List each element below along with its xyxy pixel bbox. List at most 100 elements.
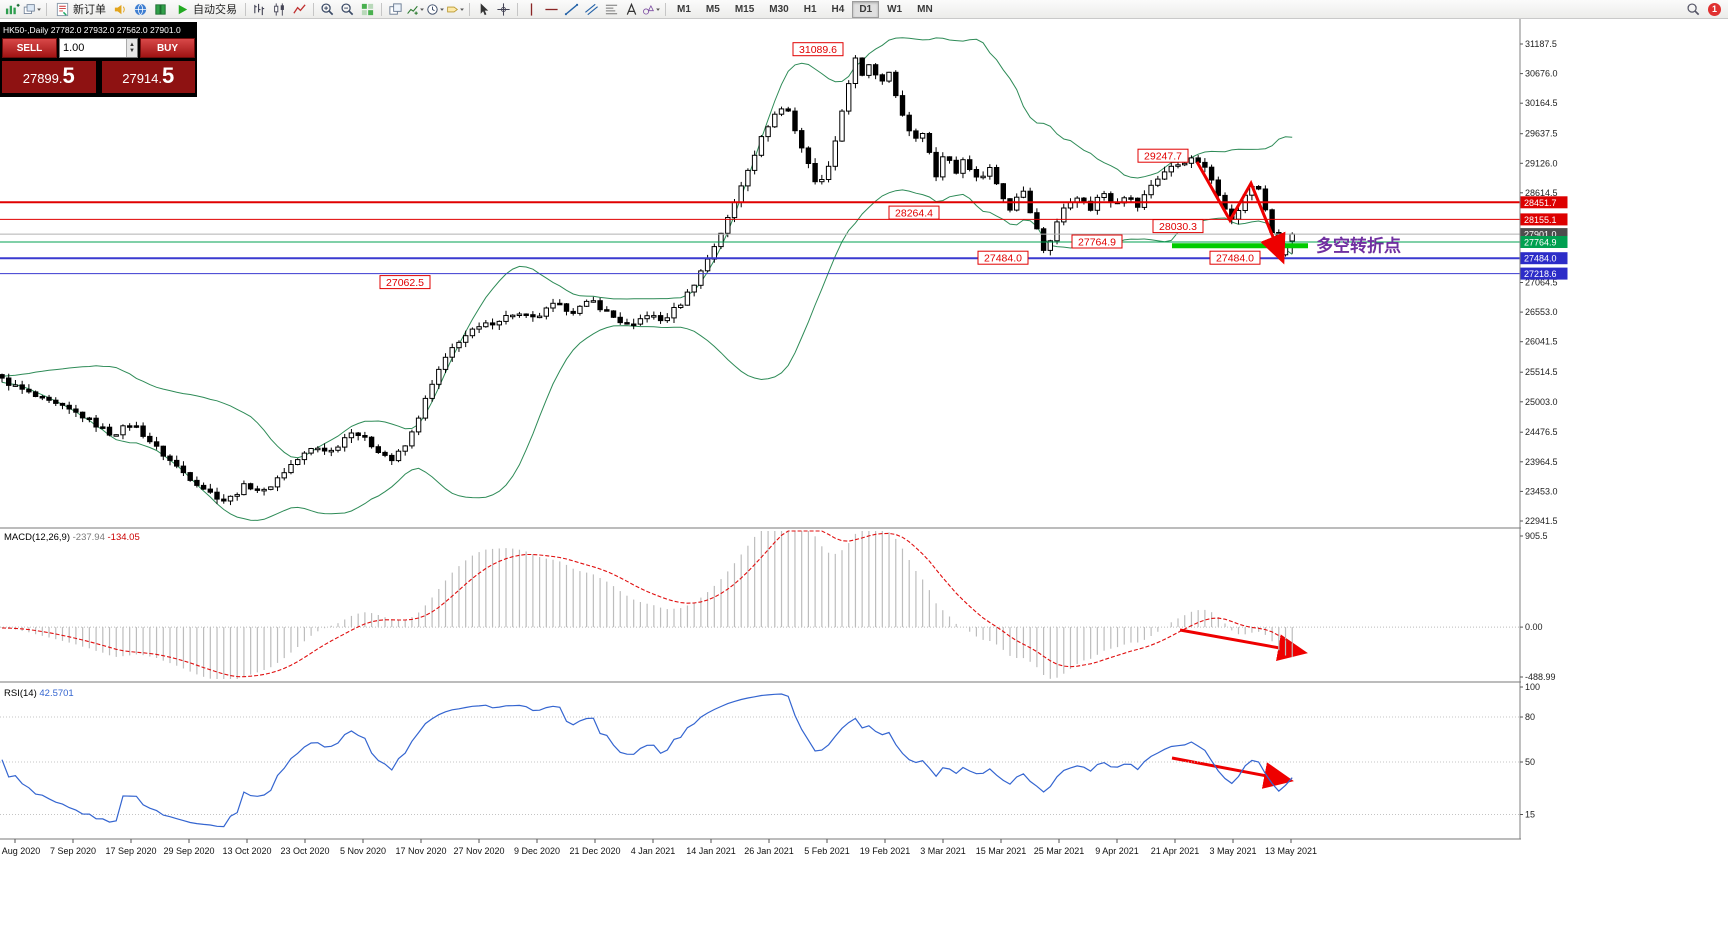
timeframe-d1[interactable]: D1: [852, 0, 880, 18]
notification-badge[interactable]: 1: [1708, 2, 1721, 16]
date-label: 26 Jan 2021: [744, 846, 794, 856]
volume-up-icon[interactable]: ▲: [128, 42, 135, 48]
trend-glyph: [564, 3, 579, 15]
timeframe-w1[interactable]: W1: [887, 3, 903, 15]
time-axis[interactable]: 25 Aug 2020 7 Sep 2020 17 Sep 2020 29 Sep 2…: [0, 839, 1317, 856]
arrows-icon[interactable]: [642, 1, 661, 18]
market-icon[interactable]: [151, 1, 170, 18]
price-flags[interactable]: 31089.6 29247.7 28264.4 28030.3 27764.9 27484…: [379, 42, 1261, 290]
tile-windows-icon[interactable]: [358, 1, 377, 18]
chart-window[interactable]: 多空转折点 31089.6 29247.7 28264.4 28030.3 27764.9…: [0, 19, 1568, 865]
price-tick-label: 30164.5: [1525, 98, 1558, 108]
price-tick-label: 26041.5: [1525, 337, 1558, 347]
horizontal-line-icon[interactable]: [542, 1, 561, 18]
fibonacci-icon[interactable]: [602, 1, 621, 18]
line-chart-icon[interactable]: [290, 1, 309, 18]
volume-input[interactable]: [60, 39, 126, 57]
new-order-button[interactable]: 新订单: [51, 1, 110, 18]
equidistant-channel-icon[interactable]: [582, 1, 601, 18]
price-badge: 28451.7: [1524, 198, 1557, 208]
dd-glyph: [37, 8, 41, 11]
date-label: 9 Dec 2020: [514, 846, 560, 856]
macd-axis-label: 0.00: [1525, 622, 1543, 632]
price-flag[interactable]: 29247.7: [1137, 148, 1189, 163]
date-label: 5 Nov 2020: [340, 846, 386, 856]
cursor-icon[interactable]: [474, 1, 493, 18]
chart-canvas[interactable]: 多空转折点 31089.6 29247.7 28264.4 28030.3 27764.9…: [0, 19, 1568, 865]
templates-icon[interactable]: [446, 1, 465, 18]
price-flag[interactable]: 28030.3: [1152, 219, 1204, 234]
date-label: 17 Nov 2020: [395, 846, 446, 856]
bollinger-bands: [1, 37, 1293, 521]
date-label: 3 May 2021: [1209, 846, 1256, 856]
autotrade-button[interactable]: 自动交易: [171, 1, 241, 18]
cascade-windows-icon[interactable]: [386, 1, 405, 18]
search-icon[interactable]: [1684, 1, 1703, 18]
community-icon[interactable]: [131, 1, 150, 18]
rsi-axis-label: 80: [1525, 712, 1535, 722]
chart-ohlc-title: HK50-,Daily 27782.0 27932.0 27562.0 2790…: [3, 25, 181, 35]
price-tick-label: 29637.5: [1525, 129, 1558, 139]
volume-down-icon[interactable]: ▼: [128, 48, 135, 54]
price-tick-label: 23453.0: [1525, 486, 1558, 496]
price-flag[interactable]: 27062.5: [379, 275, 431, 290]
crosshair-icon[interactable]: [494, 1, 513, 18]
buy-button[interactable]: BUY: [140, 38, 195, 58]
timeframe-m30[interactable]: M30: [769, 3, 789, 15]
candles: [0, 55, 1295, 506]
svg-text:27764.9: 27764.9: [1078, 237, 1116, 249]
toolbar-left-group: 新订单 自动交易: [3, 1, 669, 18]
price-flag[interactable]: 27484.0: [1209, 250, 1261, 265]
sell-button[interactable]: SELL: [2, 38, 57, 58]
price-tick-label: 25003.0: [1525, 397, 1558, 407]
periods-icon[interactable]: [426, 1, 445, 18]
book-glyph: [155, 3, 166, 15]
date-label: 4 Jan 2021: [631, 846, 676, 856]
price-flag[interactable]: 27764.9: [1071, 234, 1123, 249]
timeframe-m1[interactable]: M1: [677, 3, 691, 15]
price-tick-label: 23964.5: [1525, 457, 1558, 467]
timeframe-m5[interactable]: M5: [705, 3, 720, 15]
price-flag[interactable]: 28264.4: [888, 205, 940, 220]
date-label: 7 Sep 2020: [50, 846, 96, 856]
price-axis[interactable]: 31187.5 30676.0 30164.5 29637.5 29126.0 28614…: [1519, 19, 1568, 865]
timeframe-buttons: M1 M5 M15 M30 H1 H4 D1 W1 MN: [670, 0, 940, 18]
sound-alert-icon[interactable]: [111, 1, 130, 18]
toolbar-separator: [517, 2, 518, 16]
svg-text:27484.0: 27484.0: [984, 253, 1022, 265]
vertical-line-icon[interactable]: [522, 1, 541, 18]
timeframe-mn[interactable]: MN: [917, 3, 933, 15]
svg-text:27484.0: 27484.0: [1216, 253, 1254, 265]
timeframe-h1[interactable]: H1: [803, 3, 817, 15]
bar-chart-icon[interactable]: [250, 1, 269, 18]
timeframe-m15[interactable]: M15: [734, 3, 755, 15]
new-chart-icon[interactable]: [3, 1, 22, 18]
dd-glyph: [656, 8, 660, 11]
profiles-icon[interactable]: [23, 1, 42, 18]
macd-panel: MACD(12,26,9) -237.94 -134.05: [0, 530, 1520, 679]
macd-trend-arrow: [1179, 628, 1308, 662]
svg-text:27062.5: 27062.5: [386, 277, 424, 289]
price-flag[interactable]: 27484.0: [977, 250, 1029, 265]
sound-glyph: [114, 4, 125, 14]
price-badge: 27901.0: [1524, 230, 1557, 240]
new-order-button-label: 新订单: [73, 4, 106, 16]
price-badge: 27484.0: [1524, 254, 1557, 264]
timeframe-h4[interactable]: H4: [831, 3, 845, 15]
text-icon[interactable]: [622, 1, 641, 18]
candlestick-chart-icon[interactable]: [270, 1, 289, 18]
date-label: 14 Jan 2021: [686, 846, 736, 856]
rsi-label: RSI(14) 42.5701: [4, 688, 74, 699]
rsi-panel: RSI(14) 42.5701: [0, 688, 1520, 828]
zoom-out-icon[interactable]: [338, 1, 357, 18]
zoom-in-icon[interactable]: [318, 1, 337, 18]
bid-price[interactable]: 27899.5: [2, 61, 96, 93]
price-flag[interactable]: 31089.6: [792, 42, 844, 57]
rsi-axis-label: 50: [1525, 757, 1535, 767]
trendline-icon[interactable]: [562, 1, 581, 18]
ask-price[interactable]: 27914.5: [101, 61, 195, 93]
indicators-icon[interactable]: [406, 1, 425, 18]
volume-stepper[interactable]: ▲ ▼: [125, 39, 137, 57]
date-label: 17 Sep 2020: [105, 846, 156, 856]
rsi-axis-label: 100: [1525, 682, 1540, 692]
